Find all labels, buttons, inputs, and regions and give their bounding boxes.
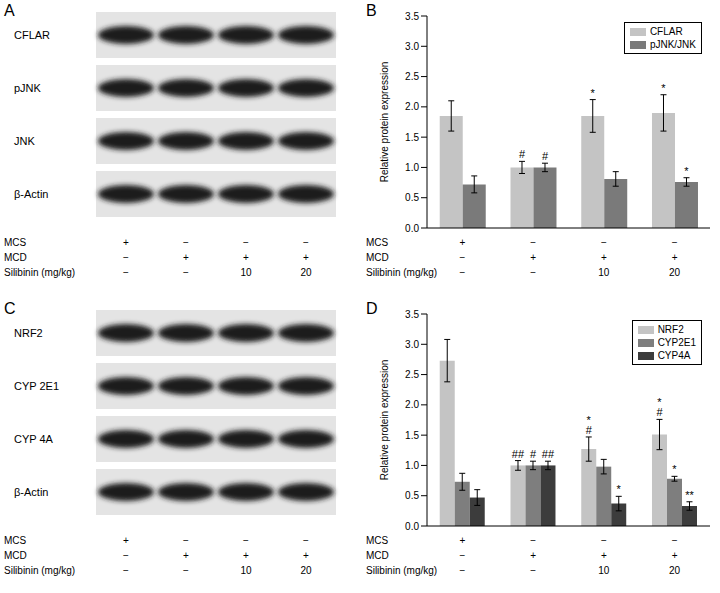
html-text:B: B <box>366 2 377 19</box>
html-text:10: 10 <box>598 565 610 576</box>
html-text:MCS: MCS <box>366 237 389 248</box>
html-text:MCS: MCS <box>366 535 389 546</box>
svg-text:0.5: 0.5 <box>405 192 419 203</box>
html-text:MCD: MCD <box>4 550 27 561</box>
svg-text:0.5: 0.5 <box>405 490 419 501</box>
html-text:A: A <box>4 2 15 19</box>
html-text:20: 20 <box>669 267 681 278</box>
html-text:MCD: MCD <box>366 550 389 561</box>
svg-text:3.5: 3.5 <box>405 11 419 22</box>
svg-text:Relative protein expression: Relative protein expression <box>379 360 390 481</box>
html-text:20: 20 <box>300 565 312 576</box>
html-text:MCD: MCD <box>366 252 389 263</box>
svg-text:0.0: 0.0 <box>405 521 419 532</box>
html-text:CYP4A: CYP4A <box>657 350 691 361</box>
svg-text:1.0: 1.0 <box>405 460 419 471</box>
html-text:20: 20 <box>669 565 681 576</box>
html-text:Silibinin (mg/kg): Silibinin (mg/kg) <box>4 565 76 576</box>
svg-text:β-Actin: β-Actin <box>14 486 48 498</box>
html-text:pJNK/JNK: pJNK/JNK <box>649 39 696 50</box>
svg-text:*: * <box>661 82 666 94</box>
svg-text:2.5: 2.5 <box>405 71 419 82</box>
svg-text:##: ## <box>512 448 525 460</box>
svg-text:#: # <box>519 148 526 160</box>
svg-text:Relative protein expression: Relative protein expression <box>379 62 390 183</box>
svg-text:*: * <box>672 463 677 475</box>
html-text:MCD: MCD <box>4 252 27 263</box>
html-text:Silibinin (mg/kg): Silibinin (mg/kg) <box>366 565 438 576</box>
svg-text:*: * <box>684 165 689 177</box>
svg-text:2.0: 2.0 <box>405 399 419 410</box>
svg-text:pJNK: pJNK <box>14 82 42 94</box>
svg-text:#: # <box>530 448 537 460</box>
svg-text:3.0: 3.0 <box>405 41 419 52</box>
svg-text:0.0: 0.0 <box>405 223 419 234</box>
html-text:CFLAR: CFLAR <box>649 26 683 37</box>
svg-text:3.0: 3.0 <box>405 339 419 350</box>
html-text:Silibinin (mg/kg): Silibinin (mg/kg) <box>366 267 438 278</box>
svg-text:1.5: 1.5 <box>405 430 419 441</box>
svg-text:JNK: JNK <box>14 135 35 147</box>
svg-text:#: # <box>656 406 663 418</box>
html-text:CYP2E1: CYP2E1 <box>657 337 696 348</box>
svg-text:#: # <box>542 150 549 162</box>
svg-text:*: * <box>617 483 622 495</box>
html-text:10: 10 <box>598 267 610 278</box>
html-text:Silibinin (mg/kg): Silibinin (mg/kg) <box>4 267 76 278</box>
svg-text:*: * <box>591 87 596 99</box>
svg-text:2.0: 2.0 <box>405 101 419 112</box>
svg-text:2.5: 2.5 <box>405 369 419 380</box>
svg-text:CFLAR: CFLAR <box>14 29 50 41</box>
svg-text:1.0: 1.0 <box>405 162 419 173</box>
html-text:MCS: MCS <box>4 237 27 248</box>
html-text:10: 10 <box>240 267 252 278</box>
svg-text:1.5: 1.5 <box>405 132 419 143</box>
svg-text:β-Actin: β-Actin <box>14 188 48 200</box>
svg-text:3.5: 3.5 <box>405 309 419 320</box>
html-text:D: D <box>366 300 378 317</box>
html-text:10: 10 <box>240 565 252 576</box>
svg-text:NRF2: NRF2 <box>14 327 43 339</box>
html-text:NRF2: NRF2 <box>657 324 684 335</box>
svg-text:CYP 2E1: CYP 2E1 <box>14 380 59 392</box>
svg-text:#: # <box>586 424 593 436</box>
svg-text:##: ## <box>542 448 555 460</box>
html-text:MCS: MCS <box>4 535 27 546</box>
svg-text:**: ** <box>685 489 694 501</box>
html-text:20: 20 <box>300 267 312 278</box>
svg-text:CYP 4A: CYP 4A <box>14 433 54 445</box>
html-text:C: C <box>4 300 16 317</box>
